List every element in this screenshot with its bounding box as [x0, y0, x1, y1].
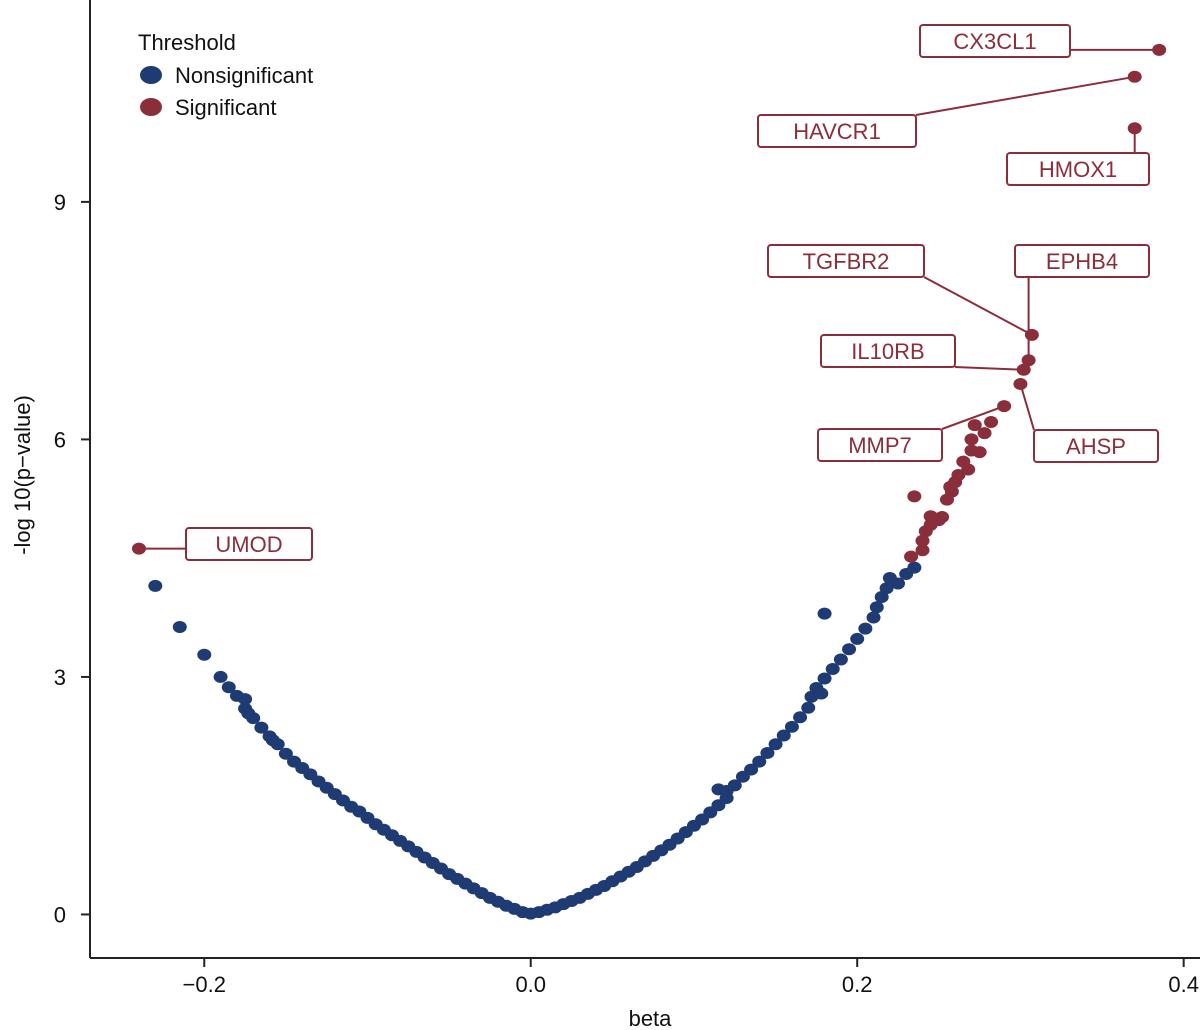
data-point	[904, 550, 919, 563]
legend-label: Nonsignificant	[175, 63, 313, 88]
annotation-leader	[915, 75, 1135, 116]
annotation-box	[820, 334, 956, 368]
x-tick-label: 0.4	[1168, 972, 1199, 997]
data-point	[817, 607, 832, 620]
gene-label: HMOX1	[1039, 157, 1117, 182]
data-point	[964, 433, 979, 446]
gene-label: TGFBR2	[803, 249, 890, 274]
data-point	[817, 672, 832, 685]
data-point	[814, 687, 829, 700]
data-point	[944, 485, 959, 498]
x-axis-title: beta	[629, 1006, 673, 1030]
data-point	[967, 419, 982, 432]
data-point	[984, 415, 999, 428]
data-point	[825, 663, 840, 676]
gene-label: MMP7	[848, 433, 912, 458]
data-point	[148, 579, 163, 592]
data-point	[752, 755, 767, 768]
annotation-box	[757, 114, 917, 148]
gene-label: AHSP	[1066, 434, 1126, 459]
data-point	[850, 632, 865, 645]
gene-annotations: UMOD CX3CL1 HAVCR1 HMOX1 TGFBR2 EPHB4 IL10RB AH…	[138, 24, 1160, 561]
legend-title: Threshold	[138, 30, 236, 55]
gene-label: HAVCR1	[793, 119, 881, 144]
y-tick-label: 3	[54, 665, 66, 690]
data-point	[801, 701, 816, 714]
annotation-leader	[941, 405, 1005, 430]
gene-label: CX3CL1	[953, 29, 1036, 54]
data-point	[760, 746, 775, 759]
data-point	[197, 648, 212, 661]
gene-label: IL10RB	[851, 339, 924, 364]
data-point	[727, 779, 742, 792]
axes: −0.2 0.0 0.2 0.4 0 3 6 9 beta -log 10(p−value)	[10, 0, 1200, 1030]
data-point	[935, 511, 950, 524]
data-point	[172, 621, 187, 634]
data-points	[131, 43, 1167, 920]
y-tick-label: 0	[54, 902, 66, 927]
x-tick-label: 0.2	[842, 972, 873, 997]
legend-label: Significant	[175, 95, 277, 120]
data-point	[246, 712, 261, 725]
data-point	[915, 534, 930, 547]
data-point	[977, 427, 992, 440]
annotation-leader	[1019, 383, 1035, 431]
data-point	[891, 577, 906, 590]
data-point	[238, 693, 253, 706]
data-point	[776, 729, 791, 742]
annotation-box	[1014, 244, 1150, 278]
data-point	[858, 622, 873, 635]
y-axis-title: -log 10(p−value)	[10, 395, 35, 555]
annotation-box	[1033, 429, 1159, 463]
data-point	[869, 601, 884, 614]
data-point	[972, 446, 987, 459]
annotation-box	[817, 428, 943, 462]
data-point	[768, 738, 783, 751]
data-point	[961, 463, 976, 476]
y-tick-label: 9	[54, 190, 66, 215]
data-point	[866, 611, 881, 624]
data-point	[842, 643, 857, 656]
data-point	[915, 544, 930, 557]
x-tick-label: 0.0	[515, 972, 546, 997]
gene-label: UMOD	[215, 532, 282, 557]
annotation-box	[919, 24, 1071, 58]
data-point	[833, 653, 848, 666]
annotation-box	[1006, 152, 1150, 186]
data-point	[879, 582, 894, 595]
data-point	[793, 711, 808, 724]
data-point	[270, 738, 285, 751]
data-point	[254, 721, 269, 734]
data-point	[784, 720, 799, 733]
legend-swatch	[140, 66, 162, 84]
annotation-leader	[923, 276, 1033, 336]
data-point	[221, 681, 236, 694]
y-tick-label: 6	[54, 427, 66, 452]
gene-label: EPHB4	[1046, 249, 1118, 274]
x-tick-label: −0.2	[183, 972, 226, 997]
legend: Threshold Nonsignificant Significant	[138, 30, 313, 120]
annotation-box	[185, 527, 313, 561]
data-point	[744, 763, 759, 776]
data-point	[278, 747, 293, 760]
annotation-box	[767, 244, 925, 278]
annotation-leader	[954, 366, 1024, 371]
data-point	[213, 670, 228, 683]
data-point	[907, 490, 922, 503]
legend-swatch	[140, 98, 162, 116]
data-point	[907, 561, 922, 574]
